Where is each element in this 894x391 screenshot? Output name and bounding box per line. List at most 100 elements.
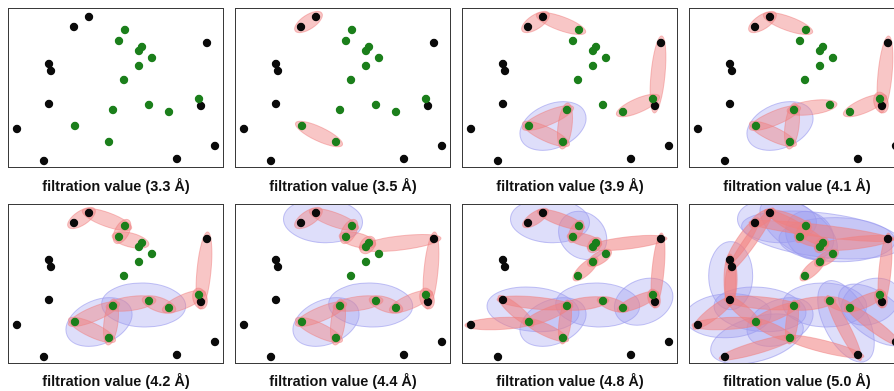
black-atom-7 <box>172 154 182 164</box>
edge-ellipse-9 <box>388 289 434 314</box>
green-atom-17 <box>800 271 810 281</box>
green-atom-17 <box>346 75 356 85</box>
green-atom-15 <box>601 53 611 63</box>
green-atom-11 <box>801 25 811 35</box>
green-atom-15 <box>147 249 157 259</box>
edge-ellipse-6 <box>842 93 888 118</box>
green-atom-16 <box>134 257 144 267</box>
black-atom-8 <box>656 234 666 244</box>
edge-ellipse-1 <box>762 11 814 36</box>
black-atom-6 <box>498 99 508 109</box>
green-atom-22 <box>164 303 174 313</box>
black-atom-9 <box>196 297 206 307</box>
green-atom-14 <box>134 242 144 252</box>
edge-ellipse-20 <box>764 208 829 248</box>
green-atom-16 <box>361 257 371 267</box>
green-atom-16 <box>588 61 598 71</box>
edge-ellipse-9 <box>105 295 157 312</box>
green-atom-14 <box>361 242 371 252</box>
green-atom-21 <box>104 333 114 343</box>
edge-ellipse-26 <box>825 295 863 361</box>
black-atom-0 <box>750 22 760 32</box>
edge-ellipse-0 <box>294 10 323 34</box>
green-atom-21 <box>104 137 114 147</box>
edge-ellipse-8 <box>786 99 838 116</box>
black-atom-9 <box>650 297 660 307</box>
caption-2: filtration value (3.5 Å) <box>269 179 417 195</box>
edge-ellipse-8 <box>557 299 573 345</box>
panel-6 <box>235 204 451 364</box>
green-atom-23 <box>875 94 885 104</box>
black-atom-1 <box>765 208 775 218</box>
black-atom-5 <box>273 66 283 76</box>
black-atom-3 <box>720 156 730 166</box>
green-atom-17 <box>800 75 810 85</box>
black-atom-6 <box>725 99 735 109</box>
green-atom-11 <box>120 221 130 231</box>
edge-ellipse-1 <box>535 11 587 36</box>
green-atom-21 <box>558 137 568 147</box>
black-atom-5 <box>500 66 510 76</box>
caption-7: filtration value (4.8 Å) <box>496 374 644 390</box>
green-atom-23 <box>648 290 658 300</box>
caption-5: filtration value (4.2 Å) <box>42 374 190 390</box>
green-atom-23 <box>421 290 431 300</box>
black-atom-7 <box>853 350 863 360</box>
black-atom-7 <box>399 350 409 360</box>
green-atom-15 <box>147 53 157 63</box>
green-atom-22 <box>845 303 855 313</box>
panel-2 <box>235 8 451 168</box>
green-atom-23 <box>875 290 885 300</box>
panel-2-plot <box>239 10 447 166</box>
black-atom-3 <box>266 156 276 166</box>
green-atom-12 <box>114 232 124 242</box>
black-atom-9 <box>196 101 206 111</box>
green-atom-15 <box>828 53 838 63</box>
black-atom-9 <box>877 101 887 111</box>
panel-7-plot <box>464 205 674 362</box>
black-atom-2 <box>693 124 703 134</box>
green-atom-14 <box>134 46 144 56</box>
black-atom-5 <box>273 262 283 272</box>
green-atom-14 <box>361 46 371 56</box>
black-atom-2 <box>12 320 22 330</box>
black-atom-0 <box>750 218 760 228</box>
black-atom-6 <box>44 295 54 305</box>
green-atom-21 <box>785 137 795 147</box>
green-atom-14 <box>815 242 825 252</box>
green-atom-21 <box>558 333 568 343</box>
green-atom-18 <box>335 301 345 311</box>
green-atom-11 <box>574 25 584 35</box>
green-atom-17 <box>119 75 129 85</box>
black-atom-0 <box>69 22 79 32</box>
black-atom-1 <box>538 12 548 22</box>
green-atom-20 <box>751 121 761 131</box>
green-atom-12 <box>795 232 805 242</box>
panel-4 <box>689 8 894 168</box>
green-atom-22 <box>845 107 855 117</box>
green-atom-20 <box>751 317 761 327</box>
black-atom-1 <box>84 12 94 22</box>
black-atom-1 <box>84 208 94 218</box>
black-atom-7 <box>626 154 636 164</box>
green-atom-19 <box>598 100 608 110</box>
green-atom-21 <box>785 333 795 343</box>
green-atom-12 <box>341 232 351 242</box>
green-atom-18 <box>108 301 118 311</box>
caption-3: filtration value (3.9 Å) <box>496 179 644 195</box>
black-atom-10 <box>664 141 674 151</box>
black-atom-0 <box>523 218 533 228</box>
green-atom-19 <box>598 296 608 306</box>
edge-ellipse-6 <box>615 93 661 118</box>
black-atom-9 <box>650 101 660 111</box>
green-atom-22 <box>164 107 174 117</box>
black-atom-6 <box>271 99 281 109</box>
black-atom-5 <box>727 66 737 76</box>
edge-ellipse-27 <box>844 303 894 347</box>
green-atom-22 <box>391 107 401 117</box>
black-atom-9 <box>423 297 433 307</box>
edge-ellipse-1 <box>308 207 360 232</box>
black-atom-5 <box>727 262 737 272</box>
green-atom-16 <box>815 61 825 71</box>
panel-7 <box>462 204 678 364</box>
